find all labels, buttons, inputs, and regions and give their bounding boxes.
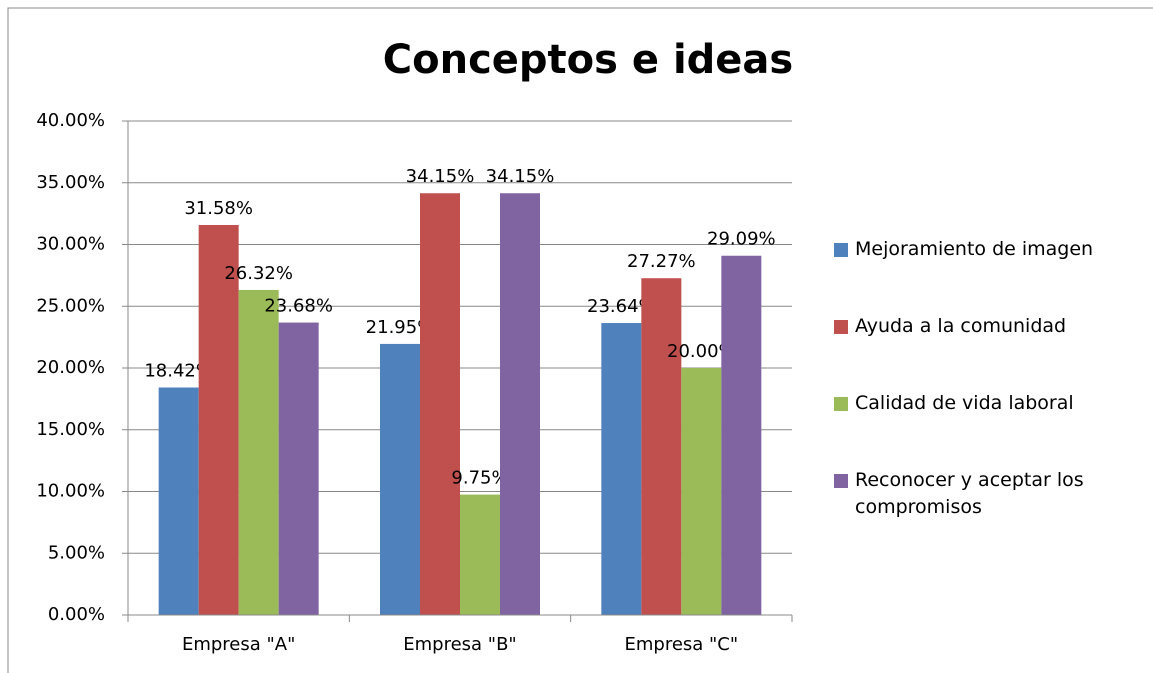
y-tick-label: 20.00% <box>36 357 105 378</box>
bar <box>158 387 199 615</box>
bar <box>198 224 239 615</box>
data-label: 34.15% <box>406 166 475 187</box>
legend-swatch <box>834 397 848 411</box>
legend-item: Mejoramiento de imagen <box>834 236 1134 263</box>
legend-label: Ayuda a la comunidad <box>855 315 1067 337</box>
data-label: 27.27% <box>627 251 696 272</box>
data-label: 26.32% <box>224 263 293 284</box>
bar <box>721 255 762 615</box>
y-tick-label: 10.00% <box>36 481 105 502</box>
data-label: 23.68% <box>264 296 333 317</box>
data-label: 29.09% <box>707 229 776 250</box>
legend-item: Reconocer y aceptar los compromisos <box>834 467 1134 521</box>
y-tick-label: 35.00% <box>36 172 105 193</box>
legend-swatch <box>834 243 848 257</box>
legend-swatch <box>834 320 848 334</box>
data-label: 34.15% <box>486 166 555 187</box>
bar <box>420 193 460 615</box>
bar <box>380 343 420 615</box>
chart-border <box>7 7 1153 673</box>
data-label: 23.64% <box>587 296 656 317</box>
legend-item: Ayuda a la comunidad <box>834 313 1134 340</box>
data-label: 20.00% <box>667 341 736 362</box>
legend-label: Reconocer y aceptar los compromisos <box>855 469 1084 518</box>
x-tick-label: Empresa "A" <box>182 634 295 655</box>
y-tick-label: 40.00% <box>36 110 105 131</box>
legend-swatch <box>834 474 848 488</box>
legend-item: Calidad de vida laboral <box>834 390 1134 417</box>
bar <box>601 323 642 615</box>
x-tick-label: Empresa "B" <box>403 634 516 655</box>
legend: Mejoramiento de imagen Ayuda a la comunid… <box>834 236 1134 571</box>
legend-label: Calidad de vida laboral <box>855 392 1074 414</box>
bar <box>681 368 722 615</box>
y-tick-label: 25.00% <box>36 295 105 316</box>
bar <box>238 289 279 615</box>
bar <box>500 193 540 615</box>
y-tick-label: 30.00% <box>36 234 105 255</box>
bar <box>278 322 319 615</box>
y-tick-label: 0.00% <box>48 604 105 625</box>
data-label: 21.95% <box>366 317 435 338</box>
bar <box>641 278 682 615</box>
y-tick-label: 15.00% <box>36 419 105 440</box>
data-label: 9.75% <box>451 468 508 489</box>
bar <box>460 494 500 615</box>
y-tick-label: 5.00% <box>48 542 105 563</box>
chart-title: Conceptos e ideas <box>383 37 793 83</box>
legend-label: Mejoramiento de imagen <box>855 238 1094 260</box>
data-label: 18.42% <box>144 361 213 382</box>
data-label: 31.58% <box>184 198 253 219</box>
x-tick-label: Empresa "C" <box>624 634 738 655</box>
